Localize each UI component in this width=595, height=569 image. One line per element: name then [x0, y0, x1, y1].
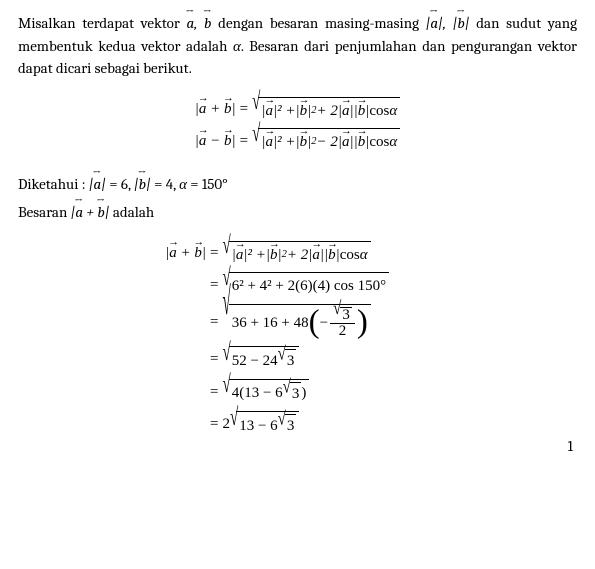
- given-a: 6: [121, 175, 128, 193]
- page-number: 1: [18, 435, 577, 458]
- step-5: = √ 4(13 − 6√3): [148, 379, 309, 406]
- given-alpha: 150°: [202, 175, 228, 193]
- given-b: 4: [166, 175, 173, 193]
- formula-diff: a − b = √ |a|² + b2 − 2|a||b| cos α: [195, 128, 400, 154]
- question-line: Besaran a + b adalah: [18, 201, 577, 224]
- formula-sum: a + b = √ |a|² + b2 + 2|a||b| cos α: [195, 97, 400, 123]
- alpha-symbol: α: [233, 37, 241, 55]
- ask-b: adalah: [110, 203, 155, 221]
- intro-paragraph: Misalkan terdapat vektor a, b dengan bes…: [18, 12, 577, 80]
- intro-part-a: Misalkan terdapat vektor: [18, 14, 187, 32]
- given-line: Diketahui : a = 6, b = 4, α = 150°: [18, 173, 577, 196]
- step-2: = √ 6² + 4² + 2(6)(4) cos 150°: [148, 272, 389, 298]
- step-1: a + b = √ |a|² + b2 + 2|a||b| cos α: [148, 241, 371, 267]
- given-label: Diketahui :: [18, 175, 89, 193]
- step-3: = √ 36 + 16 + 48 ( − √3 2 ): [148, 304, 371, 341]
- intro-part-b: dengan besaran masing-masing: [211, 14, 425, 32]
- derivation-block: a + b = √ |a|² + b2 + 2|a||b| cos α = √ …: [148, 238, 577, 441]
- step-4: = √ 52 − 24√3: [148, 346, 299, 373]
- ask-a: Besaran: [18, 203, 71, 221]
- formula-block-general: a + b = √ |a|² + b2 + 2|a||b| cos α a − …: [18, 94, 577, 157]
- step-6: = 2 √ 13 − 6√3: [148, 411, 299, 438]
